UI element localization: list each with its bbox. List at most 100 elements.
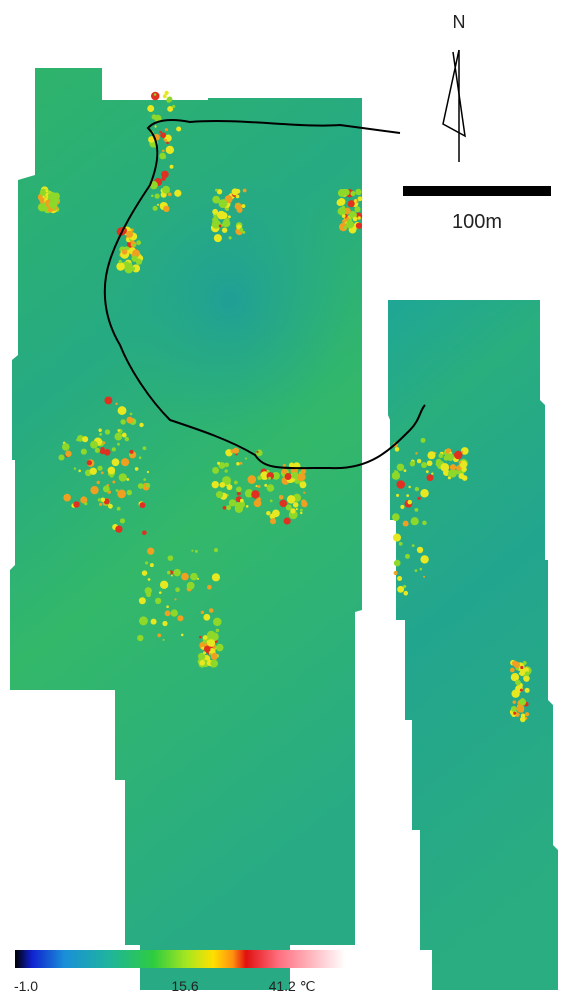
hotspot <box>392 513 400 521</box>
hotspot <box>243 189 247 193</box>
hotspot <box>418 497 421 500</box>
hotspot <box>410 461 415 466</box>
hotspot <box>212 209 218 215</box>
hotspot <box>207 631 216 640</box>
hotspot <box>212 217 218 223</box>
hotspot <box>103 485 110 492</box>
hotspot <box>138 483 144 489</box>
thermal-map: N 100m -1.0 15.6 41.2 ℃ <box>0 0 582 1001</box>
hotspot <box>427 474 434 481</box>
hotspot <box>99 503 102 506</box>
hotspot <box>404 469 407 472</box>
page: N 100m -1.0 15.6 41.2 ℃ (() => { const d… <box>0 0 582 1001</box>
hotspot <box>212 481 219 488</box>
hotspot <box>417 547 423 553</box>
hotspot <box>231 188 238 195</box>
hotspot <box>217 211 226 220</box>
hotspot <box>122 249 128 255</box>
hotspot <box>240 462 243 465</box>
hotspot <box>218 235 220 237</box>
colorbar-label: 15.6 <box>171 978 198 994</box>
hotspot <box>236 462 240 466</box>
hotspot <box>154 93 157 96</box>
hotspot <box>427 451 435 459</box>
hotspot <box>126 478 129 481</box>
hotspot <box>170 165 174 169</box>
hotspot <box>177 615 183 621</box>
hotspot <box>139 456 142 459</box>
hotspot <box>203 635 208 640</box>
hotspot <box>251 490 259 498</box>
hotspot <box>245 457 247 459</box>
hotspot <box>157 204 159 206</box>
hotspot <box>264 484 267 487</box>
hotspot <box>257 476 262 481</box>
hotspot <box>400 505 404 509</box>
hotspot <box>234 481 238 485</box>
hotspot <box>125 437 129 441</box>
hotspot <box>112 480 115 483</box>
hotspot <box>137 635 143 641</box>
hotspot <box>525 712 529 716</box>
hotspot <box>236 195 240 199</box>
hotspot <box>406 494 409 497</box>
hotspot <box>168 555 174 561</box>
hotspot <box>426 470 429 473</box>
hotspot <box>181 573 189 581</box>
hotspot <box>219 224 222 227</box>
hotspot <box>48 192 57 201</box>
hotspot <box>415 452 417 454</box>
hotspot <box>300 509 303 512</box>
hotspot <box>233 448 239 454</box>
hotspot <box>247 475 256 484</box>
hotspot <box>357 216 360 219</box>
hotspot <box>43 203 46 206</box>
hotspot <box>254 500 262 508</box>
hotspot <box>115 526 122 533</box>
hotspot <box>338 198 346 206</box>
hotspot <box>84 502 87 505</box>
hotspot <box>523 661 527 665</box>
hotspot <box>279 495 284 500</box>
hotspot <box>103 503 105 505</box>
hotspot <box>450 464 456 470</box>
hotspot <box>135 467 139 471</box>
hotspot <box>165 128 168 131</box>
hotspot <box>154 125 156 127</box>
hotspot <box>203 639 207 643</box>
hotspot <box>255 485 257 487</box>
hotspot <box>146 483 150 487</box>
hotspot <box>348 200 355 207</box>
hotspot <box>159 591 162 594</box>
hotspot <box>219 199 228 208</box>
hotspot <box>117 443 120 446</box>
hotspot <box>266 511 270 515</box>
hotspot <box>287 495 295 503</box>
hotspot <box>420 489 429 498</box>
hotspot <box>401 481 405 485</box>
hotspot <box>356 223 362 229</box>
hotspot <box>151 92 160 101</box>
hotspot <box>209 653 211 655</box>
hotspot <box>414 508 418 512</box>
hotspot <box>153 206 158 211</box>
hotspot <box>342 214 346 218</box>
hotspot <box>438 453 443 458</box>
hotspot <box>412 544 415 547</box>
colorbar-label: 41.2 ℃ <box>269 978 316 994</box>
hotspot <box>525 688 530 693</box>
hotspot <box>172 105 175 108</box>
hotspot <box>98 429 101 432</box>
hotspot <box>223 506 227 510</box>
hotspot <box>122 433 127 438</box>
hotspot <box>165 610 171 616</box>
hotspot <box>354 206 360 212</box>
hotspot <box>405 554 410 559</box>
hotspot <box>78 470 81 473</box>
hotspot <box>222 219 230 227</box>
hotspot <box>116 489 119 492</box>
hotspot <box>350 191 355 196</box>
hotspot <box>160 581 168 589</box>
hotspot <box>120 419 125 424</box>
hotspot <box>90 468 97 475</box>
